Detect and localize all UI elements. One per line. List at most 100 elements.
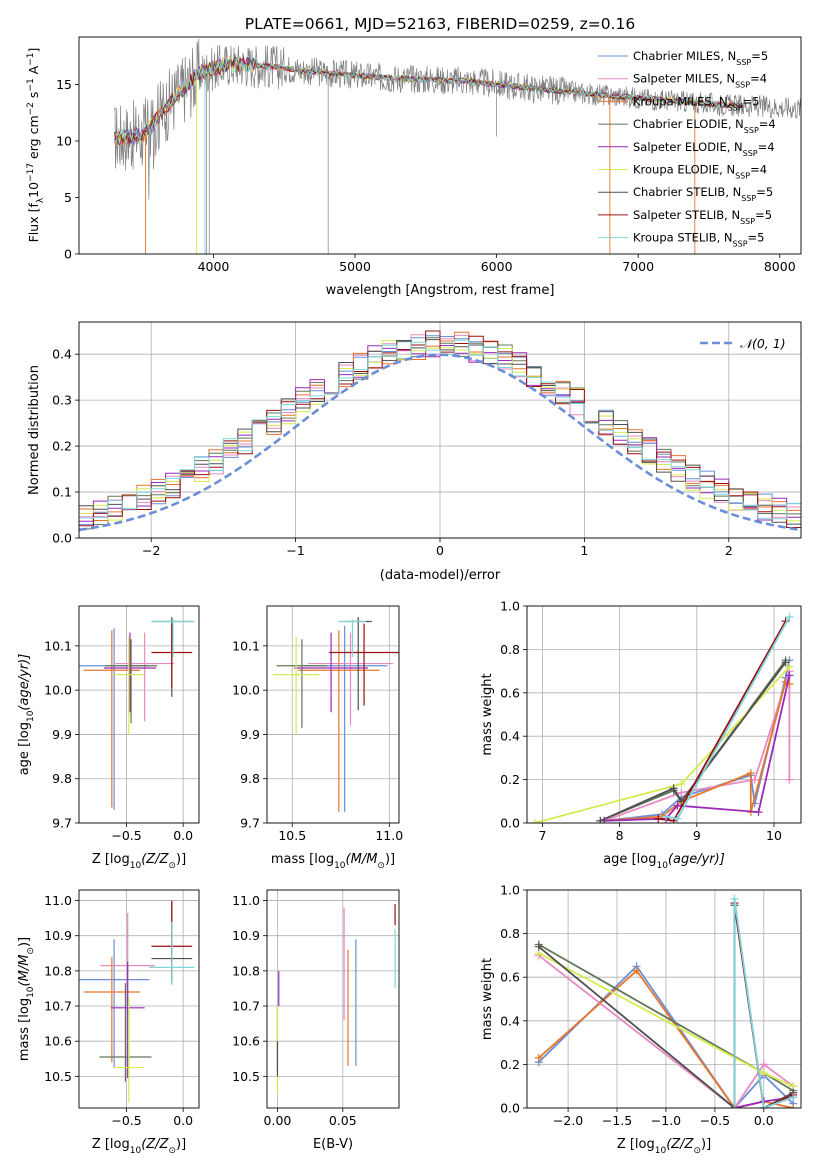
weight-vs-age-xtick-label: 7 <box>538 828 546 843</box>
weight-vs-z-series-line <box>538 954 794 1108</box>
mass-vs-ebv-ytick-label: 10.9 <box>232 928 260 943</box>
gaussian-curve <box>79 353 801 532</box>
mass-vs-ebv-frame <box>266 889 400 1109</box>
legend-entry-name: Salpeter MILES, N <box>633 72 735 86</box>
legend-entry-value: =4 <box>759 117 776 131</box>
legend-entry-value: =5 <box>743 94 760 108</box>
weight-vs-age-marker <box>677 788 686 797</box>
residuals-xlabel: (data-model)/error <box>380 568 501 583</box>
mass-vs-ebv-xtick-label: 0.00 <box>264 1113 292 1128</box>
weight-vs-age-ytick-label: 0.6 <box>500 685 520 700</box>
weight-vs-age-xlabel-part: (age/yr)] <box>668 852 725 867</box>
age-vs-mass-xlabel-part: mass [log <box>271 852 334 867</box>
weight-vs-age-marker <box>746 769 755 778</box>
weight-vs-z-marker <box>534 1053 543 1062</box>
residuals-ylabel: Normed distribution <box>27 365 42 495</box>
age-vs-z-ylabel-part: (age/yr)] <box>17 654 32 711</box>
mass-vs-ebv-xtick-label: 0.05 <box>329 1113 357 1128</box>
legend-entry: Salpeter MILES, NSSP=4 <box>633 72 767 90</box>
age-vs-mass-ytick-label: 10.0 <box>232 683 260 698</box>
weight-vs-age-marker <box>785 612 794 621</box>
weight-vs-age-marker <box>785 662 794 671</box>
weight-vs-age-marker <box>661 812 670 821</box>
legend-entry-value: =5 <box>748 231 765 245</box>
mass-vs-z-ylabel-part: mass [log <box>17 998 32 1061</box>
age-vs-z-ylabel: age [log10(age/yr)] <box>17 654 36 776</box>
mass-vs-z-ytick-label: 11.0 <box>44 893 72 908</box>
age-vs-z-axes: −0.5 0.0 9.7 9.8 9.9 10.0 10.1 <box>44 606 199 843</box>
mass-vs-z-ylabel-part: 10 <box>26 986 36 998</box>
age-vs-z-ylabel-group: age [log10(age/yr)] <box>17 654 36 776</box>
spectrum-xtick-label: 6000 <box>481 259 513 274</box>
data-spectrum-line <box>114 38 801 200</box>
weight-vs-z-xlabel-part: (Z/Z <box>666 1137 694 1152</box>
age-vs-mass-plot-area <box>272 617 399 812</box>
mass-vs-z-ytick-label: 10.5 <box>44 1069 72 1084</box>
age-vs-mass-ytick-label: 10.1 <box>232 638 260 653</box>
spectrum-ylabel-part: 10 <box>26 182 41 198</box>
age-vs-mass-xlabel: mass [log10(M/M⊙)] <box>271 852 395 871</box>
spectrum-axes: 4000 5000 6000 7000 8000 0 5 10 15 <box>56 77 796 274</box>
mass-vs-z-ytick-label: 10.8 <box>44 963 72 978</box>
residual-histogram <box>79 330 801 528</box>
legend-entry-name: Kroupa STELIB, N <box>633 231 733 245</box>
legend-entry-sub: SSP <box>733 239 748 248</box>
residuals-frame <box>78 321 802 539</box>
legend-entry-name: Chabrier STELIB, N <box>633 185 741 199</box>
legend-entry-name: Kroupa ELODIE, N <box>633 163 735 177</box>
legend-entry-value: =4 <box>750 163 767 177</box>
spectrum-xtick-label: 4000 <box>198 259 230 274</box>
age-vs-mass-xtick-label: 11.0 <box>375 828 403 843</box>
weight-vs-z-ylabel: mass weight <box>480 958 495 1040</box>
weight-vs-age-xtick-label: 9 <box>693 828 701 843</box>
weight-vs-age-marker <box>754 808 763 817</box>
age-vs-mass-xlabel-part: )] <box>385 852 395 867</box>
mass-vs-ebv-ytick-label: 10.8 <box>232 963 260 978</box>
weight-vs-z-xlabel-part: 10 <box>655 1146 667 1156</box>
weight-vs-age-ylabel: mass weight <box>480 673 495 755</box>
weight-vs-age-marker <box>750 775 759 784</box>
legend-entry-name: Kroupa MILES, N <box>633 94 728 108</box>
mass-vs-ebv-plot-area <box>276 904 396 1094</box>
weight-vs-age-ytick-label: 0.4 <box>500 729 520 744</box>
age-vs-z-ylabel-part: 10 <box>26 710 36 722</box>
weight-vs-age-xlabel: age [log10(age/yr)] <box>603 852 725 871</box>
spectrum-xtick-label: 7000 <box>622 259 654 274</box>
weight-vs-age-ytick-label: 0.2 <box>500 772 520 787</box>
age-vs-z-xlabel-part: )] <box>176 852 186 867</box>
age-vs-z-ytick-label: 9.9 <box>52 727 72 742</box>
weight-vs-z-marker <box>730 894 739 903</box>
weight-vs-z-xtick-label: −2.0 <box>553 1113 583 1128</box>
spectrum-xlabel: wavelength [Angstrom, rest frame] <box>326 283 555 298</box>
weight-vs-z-xlabel-part: ⊙ <box>693 1146 701 1156</box>
spectrum-ylabel-part: −2 <box>26 102 36 115</box>
spectrum-ylabel-part: Flux [f <box>26 203 41 243</box>
spectrum-ylabel-part: −17 <box>26 163 36 182</box>
mass-vs-ebv-ytick-label: 10.5 <box>232 1069 260 1084</box>
weight-vs-age-marker <box>673 801 682 810</box>
age-vs-mass-frame <box>266 605 400 824</box>
age-vs-z-xlabel-part: (Z/Z <box>141 852 169 867</box>
gaussian-legend-label: 𝒩(0, 1) <box>740 336 786 351</box>
legend-entry: Chabrier ELODIE, NSSP=4 <box>633 117 776 135</box>
weight-vs-z-xtick-label: 0.0 <box>754 1113 774 1128</box>
legend-entry: Chabrier STELIB, NSSP=5 <box>633 185 773 203</box>
weight-vs-z-xtick-label: −0.5 <box>700 1113 730 1128</box>
weight-vs-z-series-line <box>538 964 794 1108</box>
weight-vs-age-marker <box>654 814 663 823</box>
spectrum-ylabel-part: ] <box>26 48 41 53</box>
mass-vs-ebv-ytick-label: 10.7 <box>232 999 260 1014</box>
mass-vs-z-ylabel-part: )] <box>17 937 32 947</box>
legend-entry-sub: SSP <box>744 126 759 135</box>
mass-vs-z-ylabel: mass [log10(M/M⊙)] <box>17 937 36 1061</box>
weight-vs-age-marker <box>669 784 678 793</box>
mass-vs-ebv-xlabel: E(B-V) <box>313 1137 353 1152</box>
spectrum-ytick-label: 10 <box>56 133 72 148</box>
age-vs-z-plot-area <box>79 617 195 810</box>
spectrum-ylabel-part: −1 <box>26 53 36 66</box>
weight-vs-z-xtick-label: −1.5 <box>602 1113 632 1128</box>
age-vs-mass-xlabel-part: (M/M <box>346 852 378 867</box>
weight-vs-z-xlabel-part: Z [log <box>617 1137 655 1152</box>
